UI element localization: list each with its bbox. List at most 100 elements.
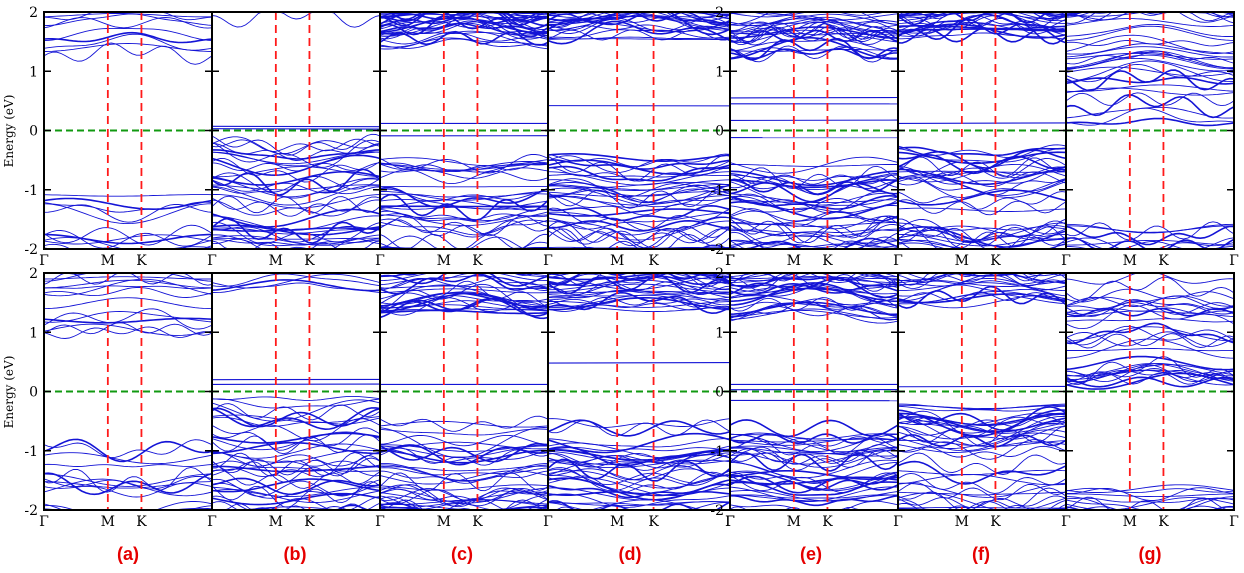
- bands-a-row-1: [44, 12, 212, 249]
- valence-band-line: [548, 477, 730, 501]
- valence-band-line: [898, 495, 1066, 509]
- x-tick-label-K: K: [304, 253, 315, 269]
- valence-band-line: [730, 494, 898, 499]
- valence-band-line: [730, 449, 898, 471]
- valence-band-line: [44, 472, 212, 496]
- conduction-band-line: [1066, 50, 1234, 69]
- conduction-band-line: [730, 302, 898, 324]
- conduction-band-line: [730, 21, 898, 32]
- valence-band-line: [380, 484, 548, 491]
- valence-band-line: [380, 462, 548, 481]
- conduction-band-line: [1066, 273, 1234, 285]
- bands-c-row-1: [380, 12, 548, 249]
- valence-band-line: [212, 465, 380, 473]
- valence-band-line: [548, 228, 730, 249]
- valence-band-line: [548, 174, 730, 178]
- bands-b-row-2: [212, 273, 380, 510]
- valence-band-line: [898, 171, 1066, 187]
- conduction-band-line: [44, 278, 212, 297]
- valence-band-line: [380, 499, 548, 508]
- valence-band-line: [44, 224, 212, 246]
- bands-g-row-2: [1066, 273, 1234, 510]
- valence-band-line: [730, 179, 898, 189]
- conduction-band-line: [1066, 93, 1234, 119]
- x-tick-label-Gamma: Γ: [543, 514, 553, 530]
- conduction-band-line: [730, 276, 898, 280]
- conduction-band-line: [730, 47, 898, 60]
- valence-band-line: [380, 488, 548, 503]
- valence-band-line: [730, 195, 898, 211]
- y-tick-label: 1: [29, 64, 38, 80]
- conduction-band-line: [380, 20, 548, 40]
- conduction-band-line: [898, 12, 1066, 18]
- valence-band-line: [1066, 497, 1234, 510]
- y-tick-label: -2: [24, 242, 38, 258]
- conduction-band-line: [380, 297, 548, 316]
- valence-band-line: [898, 405, 1066, 431]
- valence-band-line: [380, 154, 548, 174]
- panels-layer: Γ M K Γ M K Γ M K Γ M K Γ Γ M K Γ M K Γ M K Γ Γ M K Γ M K Γ M K Γ M K Γ Γ M K Γ…: [39, 11, 1239, 530]
- valence-band-line: [730, 490, 898, 502]
- conduction-band-line: [1066, 84, 1234, 92]
- conduction-band-line: [548, 12, 730, 29]
- conduction-band-line: [730, 29, 898, 43]
- x-tick-label-Gamma: Γ: [1229, 514, 1239, 530]
- conduction-band-line: [1066, 318, 1234, 323]
- valence-band-line: [548, 448, 730, 463]
- bands-d-row-1: [548, 12, 730, 249]
- y-tick-label: -1: [710, 444, 724, 460]
- valence-band-line: [548, 468, 730, 481]
- conduction-band-line: [1066, 12, 1234, 23]
- valence-band-line: [898, 404, 1066, 409]
- valence-band-line: [898, 412, 1066, 427]
- conduction-band-line: [1066, 107, 1234, 126]
- valence-band-line: [44, 438, 212, 463]
- conduction-band-line: [44, 42, 212, 65]
- conduction-band-line: [548, 17, 730, 31]
- x-tick-label-M: M: [269, 514, 283, 530]
- conduction-band-line: [898, 284, 1066, 301]
- conduction-band-line: [898, 27, 1066, 44]
- valence-band-line: [212, 225, 380, 243]
- valence-band-line: [898, 199, 1066, 216]
- valence-band-line: [898, 242, 1066, 249]
- valence-band-line: [548, 179, 730, 191]
- valence-band-line: [730, 173, 898, 181]
- conduction-band-line: [1066, 348, 1234, 352]
- conduction-band-line: [44, 311, 212, 323]
- valence-band-line: [212, 468, 380, 478]
- valence-band-line: [898, 482, 1066, 501]
- conduction-band-line: [730, 12, 898, 25]
- x-tick-label-K: K: [822, 514, 833, 530]
- conduction-band-line: [44, 287, 212, 298]
- valence-band-line: [548, 207, 730, 231]
- y-tick-label: 2: [29, 266, 38, 282]
- conduction-band-line: [548, 273, 730, 290]
- valence-band-line: [380, 470, 548, 484]
- y-tick-label: 1: [29, 325, 38, 341]
- valence-band-line: [380, 219, 548, 234]
- valence-band-line: [548, 452, 730, 468]
- y-axis-label-top: Energy (eV): [2, 95, 16, 168]
- valence-band-line: [212, 136, 380, 155]
- conduction-band-line: [730, 297, 898, 312]
- valence-band-line: [898, 452, 1066, 475]
- valence-band-line: [1066, 237, 1234, 249]
- valence-band-line: [730, 448, 898, 464]
- valence-band-line: [548, 184, 730, 204]
- valence-band-line: [212, 138, 380, 152]
- conduction-band-line: [1066, 326, 1234, 342]
- valence-band-line: [548, 453, 730, 471]
- valence-band-line: [898, 487, 1066, 510]
- conduction-band-line: [730, 15, 898, 26]
- valence-band-line: [44, 194, 212, 197]
- y-tick-label: 2: [715, 5, 724, 21]
- valence-band-line: [212, 186, 380, 199]
- x-tick-label-M: M: [269, 253, 283, 269]
